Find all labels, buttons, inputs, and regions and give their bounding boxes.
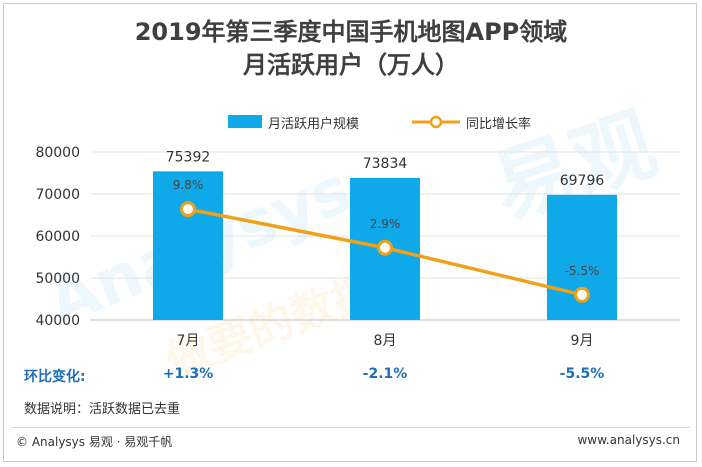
- bar-value-label-0: 75392: [166, 149, 211, 165]
- growth-point-2: [574, 286, 590, 303]
- y-tick-label-1: 50000: [35, 271, 80, 287]
- data-note: 数据说明：活跃数据已去重: [24, 402, 181, 417]
- y-tick-label-0: 40000: [35, 313, 80, 329]
- bar-value-label-1: 73834: [363, 156, 408, 172]
- growth-label-0: 9.8%: [173, 178, 204, 192]
- mom-value-sep: -5.5%: [559, 366, 605, 382]
- footer-url[interactable]: www.analysys.cn: [577, 433, 680, 447]
- x-tick-label-2: 9月: [571, 333, 594, 349]
- legend-bar-swatch: [228, 115, 262, 128]
- bar-0: [153, 171, 223, 320]
- y-tick-label-4: 80000: [35, 145, 80, 161]
- legend-line-swatch: [412, 115, 460, 129]
- bar-value-label-2: 69796: [560, 173, 605, 189]
- footer-divider: [12, 427, 690, 428]
- legend-line-label: 同比增长率: [466, 117, 532, 132]
- growth-point-0: [180, 201, 196, 218]
- chart-title-line2: 月活跃用户（万人）: [243, 51, 459, 79]
- x-tick-label-1: 8月: [374, 333, 397, 349]
- y-tick-label-3: 70000: [35, 187, 80, 203]
- mom-label: 环比变化:: [24, 369, 86, 385]
- footer-source: © Analysys 易观 · 易观千帆: [16, 435, 173, 449]
- growth-label-2: -5.5%: [565, 264, 600, 278]
- growth-point-1: [377, 239, 393, 256]
- mom-value-jul: +1.3%: [162, 366, 214, 382]
- mom-value-aug: -2.1%: [362, 366, 408, 382]
- legend: 月活跃用户规模 同比增长率: [0, 112, 702, 132]
- chart-title-line1: 2019年第三季度中国手机地图APP领域: [134, 18, 568, 46]
- x-tick-label-0: 7月: [177, 333, 200, 349]
- legend-bar-label: 月活跃用户规模: [268, 117, 360, 132]
- growth-label-1: 2.9%: [370, 217, 401, 231]
- y-tick-label-2: 60000: [35, 229, 80, 245]
